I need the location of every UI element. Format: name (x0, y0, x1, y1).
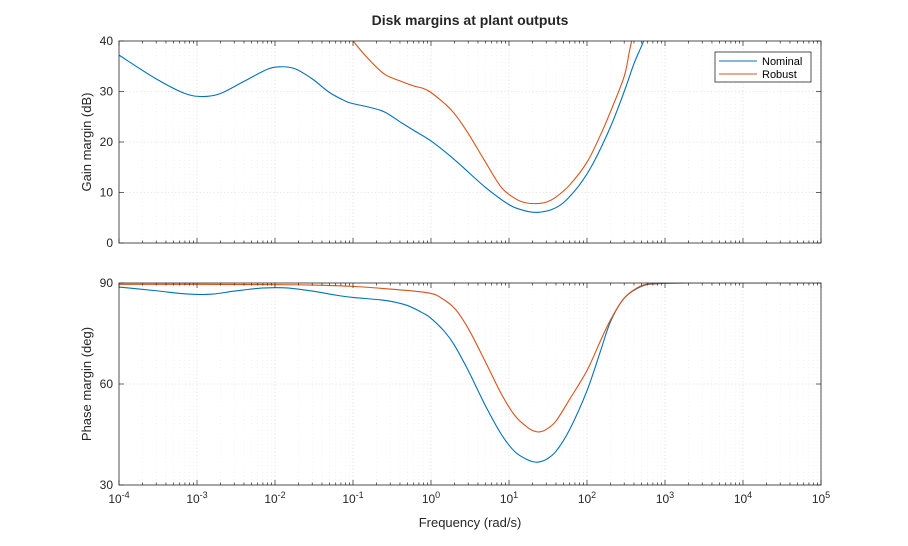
chart-title: Disk margins at plant outputs (372, 12, 569, 28)
y-axis-label: Gain margin (dB) (79, 93, 94, 192)
y-tick-label: 90 (100, 276, 114, 290)
series-line-nominal (119, 283, 821, 463)
y-tick-label: 60 (100, 377, 114, 391)
x-tick-label: 101 (500, 490, 518, 506)
legend-box (714, 51, 812, 83)
y-tick-label: 30 (100, 85, 114, 99)
x-tick-label: 102 (578, 490, 596, 506)
x-tick-label: 105 (812, 490, 830, 506)
x-tick-label: 10-1 (342, 490, 363, 506)
tick-marks (118, 40, 822, 244)
legend-entry-robust: Robust (762, 69, 797, 81)
tick-marks (118, 282, 822, 486)
y-tick-label: 10 (100, 186, 114, 200)
y-tick-label: 0 (106, 236, 113, 250)
x-tick-label: 10-3 (186, 490, 207, 506)
series-line-robust (352, 41, 633, 205)
x-axis-label: Frequency (rad/s) (419, 515, 522, 530)
subplot-2: 30 60 90 Phase margin (deg) 10-4 10-3 10-2 10-1… (79, 276, 830, 506)
y-tick-label: 40 (100, 34, 114, 48)
x-tick-label: 100 (422, 490, 440, 506)
x-tick-label: 104 (734, 490, 752, 506)
series-group (119, 283, 821, 463)
x-tick-label: 10-4 (108, 490, 129, 506)
series-line-robust (119, 283, 821, 433)
y-tick-label: 30 (100, 478, 114, 492)
x-tick-label: 103 (656, 490, 674, 506)
legend-entry-nominal: Nominal (762, 56, 802, 68)
x-tick-label: 10-2 (264, 490, 285, 506)
y-tick-label: 20 (100, 135, 114, 149)
y-axis-label: Phase margin (deg) (79, 327, 94, 441)
series-group (119, 41, 645, 214)
series-line-nominal (119, 41, 645, 214)
